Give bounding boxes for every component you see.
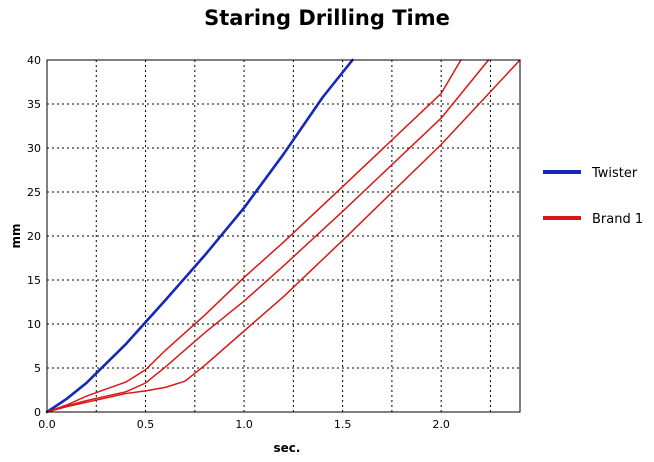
series-line-brand-1-3 [46, 59, 521, 413]
tick-labels: 0.0 0.5 1.0 1.5 2.0 0 5 10 15 20 25 30 35 40 [27, 54, 450, 431]
x-tick-label: 0.5 [137, 418, 155, 431]
y-tick-label: 10 [27, 318, 41, 331]
x-tick-label: 1.0 [235, 418, 253, 431]
series-line-brand-1-1 [46, 59, 462, 413]
y-tick-label: 35 [27, 98, 41, 111]
legend: Twister Brand 1 [543, 166, 643, 227]
x-axis-label: sec. [274, 441, 301, 455]
y-tick-label: 40 [27, 54, 41, 67]
y-tick-label: 20 [27, 230, 41, 243]
y-axis-label: mm [9, 223, 23, 248]
y-tick-label: 30 [27, 142, 41, 155]
y-tick-label: 15 [27, 274, 41, 287]
x-tick-label: 1.5 [334, 418, 352, 431]
series-line-brand-1-2 [46, 59, 490, 413]
chart-title: Staring Drilling Time [204, 6, 450, 30]
series-line-twister-0 [45, 58, 354, 414]
x-tick-label: 0.0 [38, 418, 56, 431]
y-tick-label: 5 [34, 362, 41, 375]
y-tick-label: 25 [27, 186, 41, 199]
legend-label-brand-1: Brand 1 [592, 212, 643, 227]
x-tick-label: 2.0 [432, 418, 450, 431]
grid [47, 60, 520, 412]
series-lines [45, 58, 521, 414]
y-tick-label: 0 [34, 406, 41, 419]
plot-frame [46, 59, 521, 413]
legend-label-twister: Twister [591, 166, 638, 181]
